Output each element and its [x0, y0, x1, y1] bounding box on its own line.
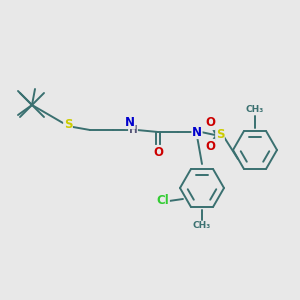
Text: Cl: Cl [157, 194, 169, 208]
Text: O: O [205, 140, 215, 152]
Text: CH₃: CH₃ [246, 106, 264, 115]
Text: CH₃: CH₃ [193, 221, 211, 230]
Text: O: O [153, 146, 163, 158]
Text: N: N [125, 116, 135, 128]
Text: S: S [216, 128, 224, 142]
Text: H: H [129, 125, 137, 135]
Text: O: O [205, 116, 215, 130]
Text: S: S [64, 118, 72, 131]
Text: N: N [192, 125, 202, 139]
